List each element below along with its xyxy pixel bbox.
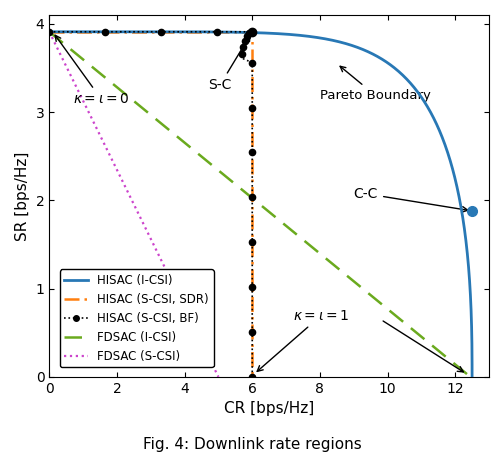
Text: S-C: S-C xyxy=(208,35,250,92)
Text: $\kappa = \iota = 0$: $\kappa = \iota = 0$ xyxy=(55,35,130,106)
Text: $\kappa = \iota = 1$: $\kappa = \iota = 1$ xyxy=(257,309,349,371)
Text: Pareto Boundary: Pareto Boundary xyxy=(320,66,431,102)
X-axis label: CR [bps/Hz]: CR [bps/Hz] xyxy=(224,401,314,416)
Text: Fig. 4: Downlink rate regions: Fig. 4: Downlink rate regions xyxy=(143,438,361,453)
Y-axis label: SR [bps/Hz]: SR [bps/Hz] xyxy=(15,151,30,241)
Legend: HISAC (I-CSI), HISAC (S-CSI, SDR), HISAC (S-CSI, BF), FDSAC (I-CSI), FDSAC (S-CS: HISAC (I-CSI), HISAC (S-CSI, SDR), HISAC… xyxy=(59,269,214,367)
Text: C-C: C-C xyxy=(354,187,468,212)
